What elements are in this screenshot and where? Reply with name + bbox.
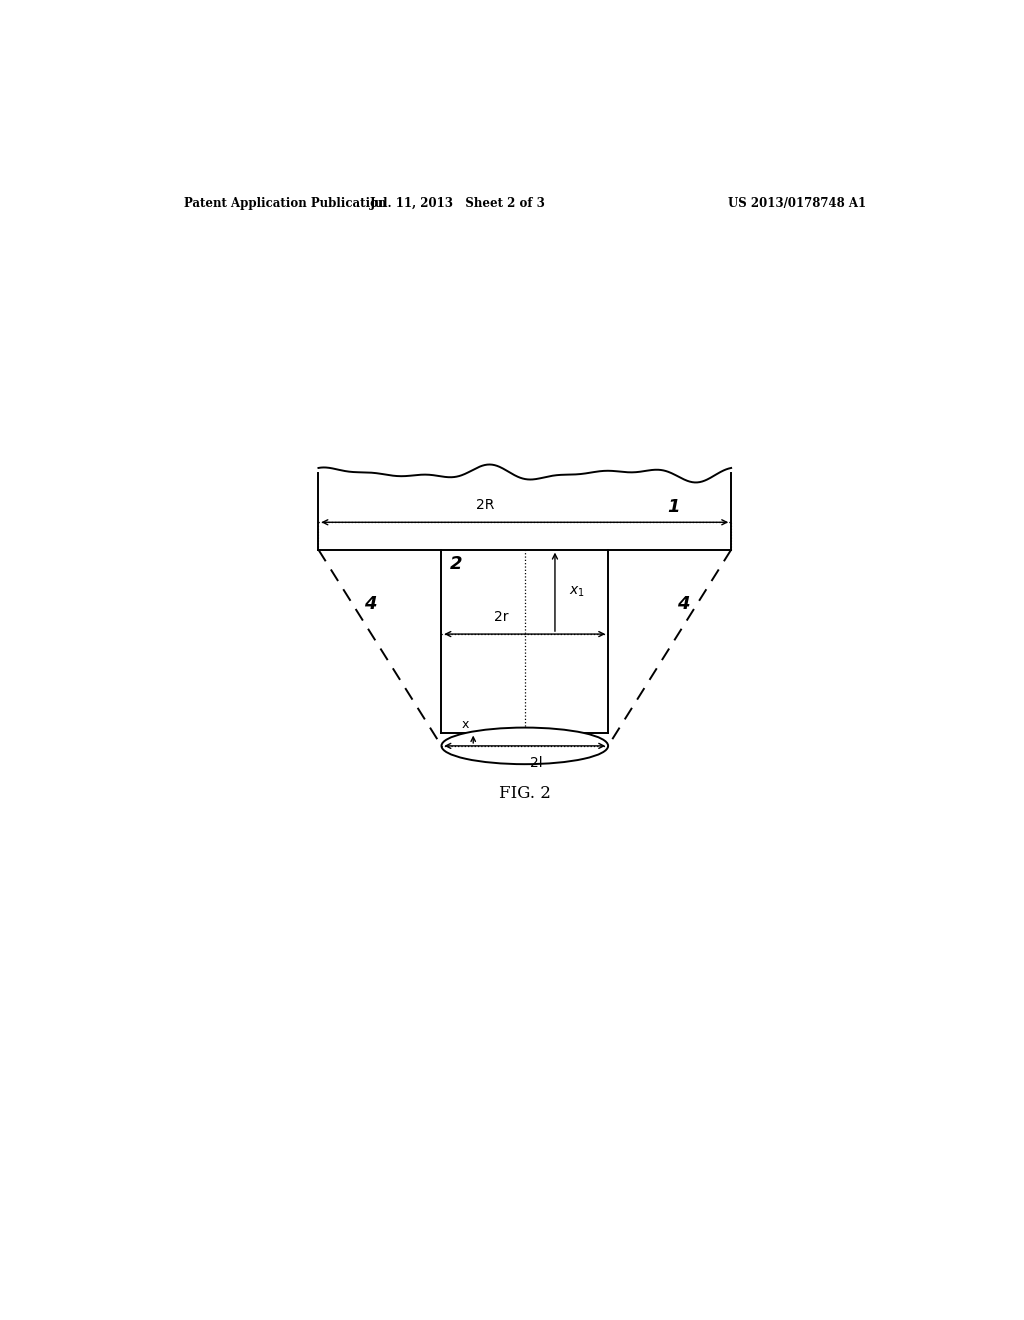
Text: 4: 4	[677, 594, 690, 612]
Text: FIG. 2: FIG. 2	[499, 785, 551, 803]
Text: 2r: 2r	[494, 610, 508, 624]
Text: 2: 2	[450, 554, 462, 573]
Text: 4: 4	[364, 594, 376, 612]
Ellipse shape	[441, 727, 608, 764]
Text: 1: 1	[668, 498, 680, 516]
Text: Jul. 11, 2013   Sheet 2 of 3: Jul. 11, 2013 Sheet 2 of 3	[370, 197, 546, 210]
Text: 2R: 2R	[476, 498, 495, 512]
Text: 2l: 2l	[530, 756, 543, 770]
Text: US 2013/0178748 A1: US 2013/0178748 A1	[728, 197, 866, 210]
Text: Patent Application Publication: Patent Application Publication	[183, 197, 386, 210]
Text: x: x	[462, 718, 469, 731]
Text: $x_1$: $x_1$	[569, 585, 585, 599]
